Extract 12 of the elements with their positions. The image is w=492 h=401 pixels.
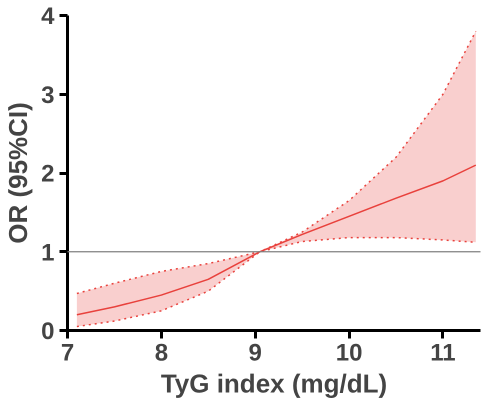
y-tick-label: 3 bbox=[41, 82, 55, 109]
y-axis-title: OR (95%CI) bbox=[3, 102, 34, 244]
x-tick-label: 7 bbox=[60, 340, 74, 366]
y-tick-label: 4 bbox=[41, 3, 56, 30]
x-tick-label: 9 bbox=[248, 340, 262, 366]
y-tick-label: 1 bbox=[41, 239, 55, 266]
x-tick-label: 8 bbox=[154, 340, 168, 366]
x-tick-label: 10 bbox=[336, 340, 362, 366]
y-tick-label: 0 bbox=[41, 318, 55, 345]
y-tick-label: 2 bbox=[41, 160, 55, 188]
x-axis-title: TyG index (mg/dL) bbox=[160, 368, 388, 398]
x-tick-label: 11 bbox=[430, 340, 456, 366]
